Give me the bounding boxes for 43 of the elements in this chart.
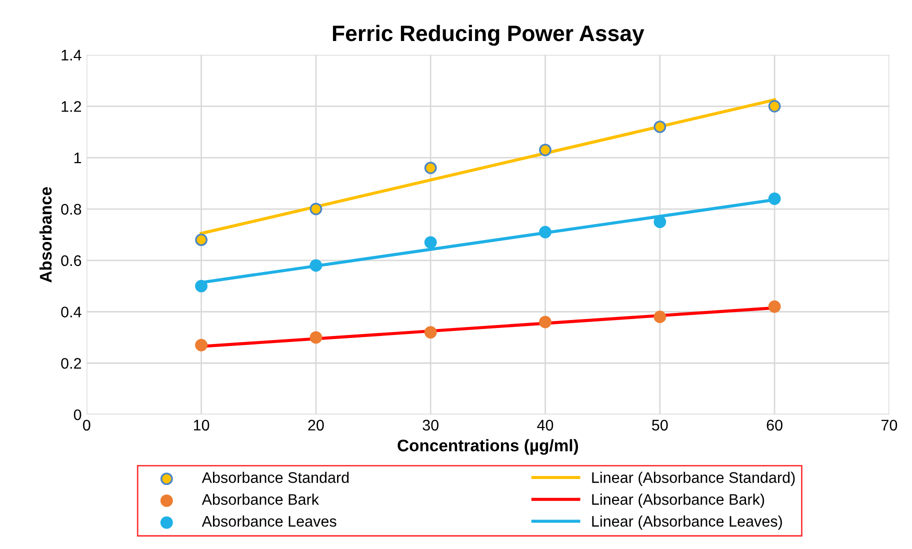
y-tick-label: 1 bbox=[74, 152, 82, 164]
x-tick-label: 20 bbox=[308, 420, 324, 431]
point bbox=[310, 202, 322, 216]
x-tick-label: 70 bbox=[881, 420, 898, 431]
y-tick-label: 0 bbox=[74, 409, 82, 420]
point bbox=[424, 236, 437, 249]
point bbox=[195, 234, 208, 246]
point bbox=[424, 162, 437, 174]
y-tick-label: 1.2 bbox=[62, 101, 82, 112]
point bbox=[768, 300, 781, 313]
x-tick-label: 0 bbox=[82, 420, 90, 431]
legend-label: Absorbance Standard bbox=[202, 472, 349, 483]
y-tick-label: 0.6 bbox=[61, 255, 82, 266]
point bbox=[768, 192, 781, 205]
point bbox=[424, 326, 437, 339]
point bbox=[654, 310, 666, 324]
legend-label: Linear (Absorbance Bark) bbox=[592, 494, 764, 508]
x-tick-label: 50 bbox=[652, 420, 668, 431]
point bbox=[310, 331, 322, 344]
y-tick-label: 0.4 bbox=[61, 306, 82, 318]
point bbox=[195, 280, 208, 292]
x-tick-label: 60 bbox=[766, 420, 782, 431]
y-tick-label: 0.2 bbox=[61, 358, 82, 369]
point bbox=[539, 316, 552, 328]
point bbox=[654, 120, 666, 134]
point bbox=[768, 100, 781, 112]
point bbox=[195, 338, 208, 352]
point bbox=[539, 226, 552, 238]
x-tick-label: 40 bbox=[537, 420, 554, 431]
legend-label: Absorbance Bark bbox=[202, 494, 320, 505]
y-tick-label: 1.4 bbox=[62, 50, 82, 60]
x-axis-title: Concentrations (µg/ml) bbox=[398, 439, 578, 455]
legend-label: Linear (Absorbance Standard) bbox=[592, 472, 795, 486]
y-axis-title: Absorbance bbox=[39, 187, 52, 282]
point bbox=[654, 216, 666, 228]
point bbox=[539, 144, 552, 156]
y-tick-label: 0.8 bbox=[61, 204, 82, 215]
x-tick-label: 10 bbox=[194, 420, 210, 431]
point bbox=[310, 259, 322, 272]
legend-label: Absorbance Leaves bbox=[202, 516, 336, 527]
chart-title: Ferric Reducing Power Assay bbox=[332, 24, 644, 46]
legend-label: Linear (Absorbance Leaves) bbox=[592, 516, 782, 530]
x-tick-label: 30 bbox=[422, 420, 438, 431]
